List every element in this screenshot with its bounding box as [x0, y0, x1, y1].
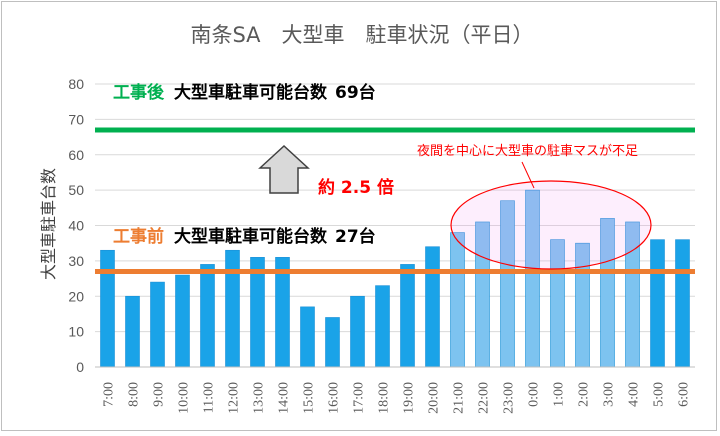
up-arrow-icon — [258, 144, 310, 194]
callout-pointer — [521, 161, 535, 189]
bar — [150, 281, 165, 368]
x-tick-label: 16:00 — [327, 382, 342, 414]
x-tick-label: 12:00 — [227, 382, 242, 414]
ratio-label: 約 2.5 倍 — [318, 177, 394, 198]
y-axis: 0 10 20 30 40 50 60 70 80 — [68, 76, 84, 375]
bar — [125, 295, 140, 368]
x-tick-label: 19:00 — [402, 382, 417, 414]
bar — [300, 306, 315, 368]
grid-lines — [95, 83, 695, 368]
x-tick-label: 21:00 — [452, 382, 467, 414]
y-tick-label: 70 — [68, 111, 84, 127]
x-tick-label: 4:00 — [627, 382, 642, 407]
bar — [325, 317, 340, 368]
y-tick-label: 60 — [68, 147, 84, 163]
bar — [650, 239, 665, 368]
y-axis-label: 大型車駐車台数 — [39, 168, 58, 280]
y-tick-label: 20 — [68, 288, 84, 304]
y-tick-label: 80 — [68, 76, 84, 92]
y-tick-label: 30 — [68, 253, 84, 269]
x-tick-label: 14:00 — [277, 382, 292, 414]
bar — [425, 246, 440, 368]
reference-label: 工事後 大型車駐車可能台数 69台 — [113, 82, 376, 103]
x-tick-label: 3:00 — [602, 382, 617, 407]
bar — [100, 249, 115, 368]
bar — [175, 274, 190, 368]
x-tick-label: 17:00 — [352, 382, 367, 414]
x-tick-label: 2:00 — [577, 382, 592, 407]
x-tick-label: 9:00 — [152, 382, 167, 407]
x-tick-label: 1:00 — [552, 382, 567, 407]
x-tick-label: 5:00 — [652, 382, 667, 407]
y-tick-label: 40 — [68, 218, 84, 234]
x-tick-label: 6:00 — [677, 382, 692, 407]
bar — [675, 239, 690, 368]
x-tick-label: 23:00 — [502, 382, 517, 414]
x-tick-label: 11:00 — [202, 382, 217, 413]
bar — [200, 264, 215, 368]
callout-label: 夜間を中心に大型車の駐車マスが不足 — [417, 144, 638, 159]
y-tick-label: 0 — [76, 359, 84, 375]
bar — [225, 249, 240, 368]
bar — [450, 232, 465, 368]
y-tick-label: 10 — [68, 324, 84, 340]
bar — [350, 295, 365, 368]
callout-ellipse — [450, 180, 652, 270]
bars — [100, 189, 690, 368]
x-tick-label: 13:00 — [252, 382, 267, 414]
x-tick-label: 7:00 — [102, 382, 117, 407]
x-tick-label: 20:00 — [427, 382, 442, 414]
x-tick-label: 15:00 — [302, 382, 317, 414]
bar — [400, 264, 415, 368]
bar — [375, 285, 390, 368]
reference-label: 工事前 大型車駐車可能台数 27台 — [113, 226, 376, 247]
y-tick-label: 50 — [68, 182, 84, 198]
chart-title: 南条SA 大型車 駐車状況（平日） — [190, 23, 533, 47]
x-tick-label: 22:00 — [477, 382, 492, 414]
x-axis: 7:00 8:00 9:00 10:00 11:00 12:00 13:00 14:00 15:… — [95, 366, 695, 414]
x-tick-label: 18:00 — [377, 382, 392, 414]
x-tick-label: 10:00 — [177, 382, 192, 414]
x-tick-label: 0:00 — [527, 382, 542, 407]
x-tick-label: 8:00 — [127, 382, 142, 407]
